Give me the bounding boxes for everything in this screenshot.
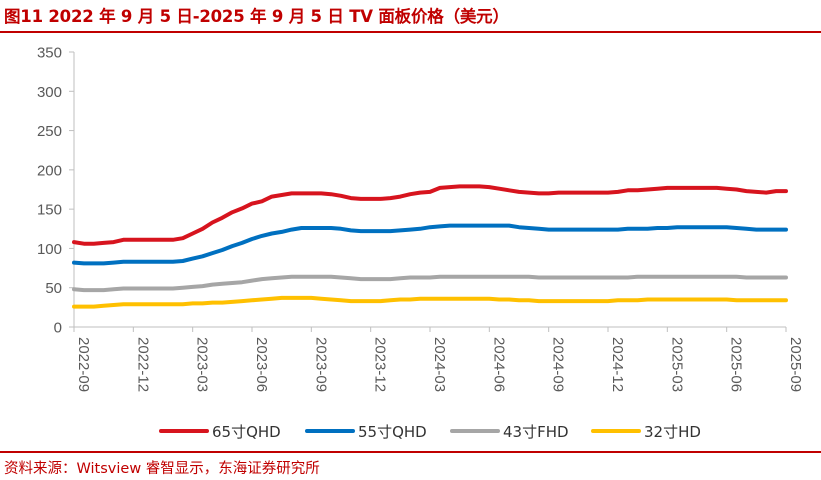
y-tick-label: 250 xyxy=(37,123,62,140)
y-axis: 0 50 100 150 200 250 300 350 xyxy=(37,45,75,337)
legend-swatch-55qhd xyxy=(305,429,355,433)
y-tick-label: 100 xyxy=(37,241,62,258)
legend-item-65qhd: 65寸QHD xyxy=(159,420,281,442)
legend-label-43fhd: 43寸FHD xyxy=(503,422,569,441)
legend-swatch-32hd xyxy=(591,429,641,433)
x-tick-label: 2025-09 xyxy=(787,337,804,392)
legend-swatch-65qhd xyxy=(159,429,209,433)
legend-item-43fhd: 43寸FHD xyxy=(450,420,569,442)
x-tick-label: 2023-06 xyxy=(253,337,270,392)
series-line-43fhd xyxy=(72,274,788,293)
y-tick-label: 350 xyxy=(37,45,62,62)
x-tick-label: 2023-12 xyxy=(372,337,389,392)
x-tick-label: 2025-06 xyxy=(728,337,745,392)
x-tick-label: 2024-12 xyxy=(609,337,626,392)
chart-title: 图11 2022 年 9 月 5 日-2025 年 9 月 5 日 TV 面板价… xyxy=(4,7,509,26)
x-axis: 2022-09 2022-12 2023-03 2023-06 2023-09 2023-… xyxy=(73,326,804,392)
x-tick-label: 2022-09 xyxy=(75,337,92,392)
series-line-65qhd xyxy=(72,184,788,246)
x-tick-label: 2023-03 xyxy=(194,337,211,392)
series-lines xyxy=(72,184,788,309)
x-tick-label: 2024-03 xyxy=(431,337,448,392)
x-tick-label: 2022-12 xyxy=(134,337,151,392)
line-chart: 0 50 100 150 200 250 300 350 2022-09 2022-12 2023… xyxy=(37,45,804,393)
y-tick-label: 150 xyxy=(37,202,62,219)
x-tick-label: 2024-06 xyxy=(490,337,507,392)
y-tick-label: 50 xyxy=(45,280,62,297)
legend-label-32hd: 32寸HD xyxy=(644,422,701,441)
legend-label-55qhd: 55寸QHD xyxy=(358,422,427,441)
legend-item-55qhd: 55寸QHD xyxy=(305,420,427,442)
chart-legend: 65寸QHD 55寸QHD 43寸FHD 32寸HD xyxy=(0,420,821,442)
source-note: 资料来源：Witsview 睿智显示，东海证券研究所 xyxy=(4,461,320,477)
x-tick-label: 2023-09 xyxy=(312,337,329,392)
series-line-32hd xyxy=(72,295,788,309)
y-tick-label: 300 xyxy=(37,84,62,101)
legend-swatch-43fhd xyxy=(450,429,500,433)
footer-divider xyxy=(0,451,821,453)
series-line-55qhd xyxy=(72,223,788,266)
legend-item-32hd: 32寸HD xyxy=(591,420,701,442)
legend-label-65qhd: 65寸QHD xyxy=(212,422,281,441)
x-tick-label: 2025-03 xyxy=(668,337,685,392)
x-tick-label: 2024-09 xyxy=(550,337,567,392)
y-tick-label: 200 xyxy=(37,162,62,179)
y-tick-label: 0 xyxy=(54,320,62,337)
title-divider xyxy=(0,31,821,33)
